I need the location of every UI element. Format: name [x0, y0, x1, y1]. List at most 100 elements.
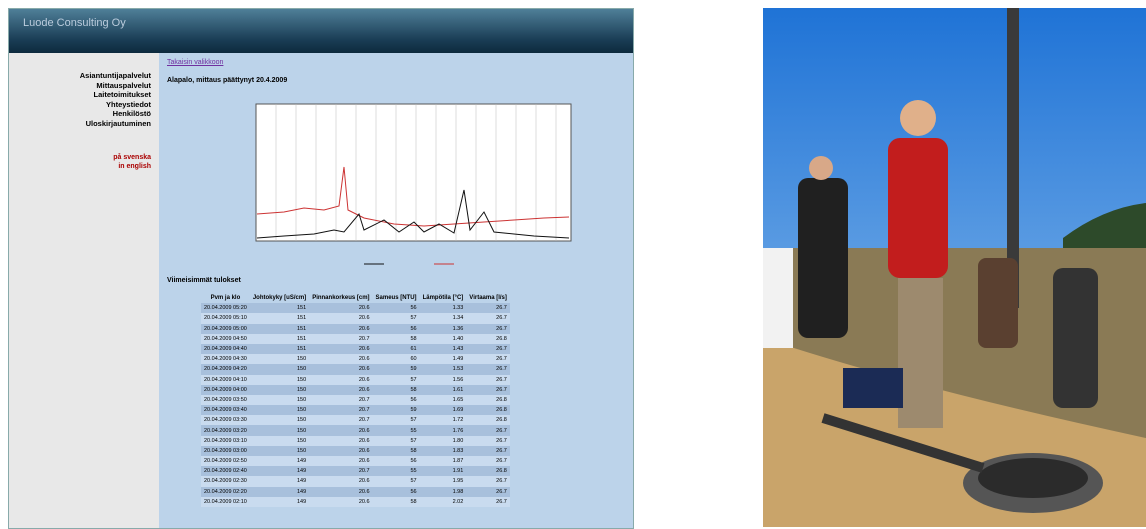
column-header: Virtaama [l/s]: [469, 295, 507, 302]
column-header: Johtokyky [uS/cm]: [252, 295, 307, 302]
table-row: 20.04.2009 02:30 149 20.6 57 1.95 26.7: [201, 476, 510, 487]
table-cell: 20.04.2009 04:50: [201, 333, 250, 344]
table-cell: 60: [372, 354, 420, 365]
table-cell: 55: [372, 466, 420, 477]
chart-frame: [255, 103, 572, 242]
nav-link[interactable]: Asiantuntijapalvelut: [79, 71, 151, 80]
table-cell: 150: [249, 445, 310, 456]
table-cell: 20.6: [309, 384, 373, 395]
table-cell: 1.91: [419, 466, 467, 477]
nav-link[interactable]: Laitetoimitukset: [93, 90, 151, 99]
table-cell: 26.7: [466, 313, 510, 324]
table-cell: 20.04.2009 03:50: [201, 394, 250, 406]
table-cell: 59: [372, 405, 420, 416]
nav-link[interactable]: Mittauspalvelut: [96, 80, 151, 90]
table-cell: 1.56: [419, 374, 467, 385]
table-cell: 20.04.2009 03:20: [201, 425, 250, 436]
back-link[interactable]: Takaisin valikkoon: [167, 59, 224, 66]
table-cell: 58: [372, 333, 420, 344]
table-title: Viimeisimmät tulokset: [167, 277, 241, 284]
table-row: 20.04.2009 05:10 151 20.6 57 1.34 26.7: [201, 313, 510, 324]
table-cell: 26.7: [466, 476, 510, 487]
table-cell: 26.7: [466, 445, 510, 456]
sidebar: Asiantuntijapalvelut Mittauspalvelut Laite…: [9, 53, 159, 528]
table-cell: 150: [249, 354, 310, 365]
nav-link[interactable]: Yhteystiedot: [105, 99, 151, 109]
table-cell: 20.6: [309, 323, 373, 334]
table-cell: 56: [372, 456, 420, 467]
table-cell: 150: [249, 415, 310, 426]
table-cell: 1.43: [419, 343, 467, 355]
table-cell: 20.6: [309, 496, 373, 507]
language-link[interactable]: på svenska: [113, 154, 151, 161]
table-cell: 20.7: [309, 405, 373, 416]
table-cell: 26.7: [466, 486, 510, 497]
table-row: 20.04.2009 04:40 151 20.6 61 1.43 26.7: [201, 343, 510, 355]
table-cell: 20.04.2009 04:00: [201, 384, 250, 395]
table-cell: 26.7: [466, 364, 510, 375]
table-cell: 149: [249, 476, 310, 487]
table-cell: 150: [249, 405, 310, 416]
table-cell: 20.04.2009 02:50: [201, 456, 250, 467]
table-cell: 1.34: [419, 313, 467, 324]
nav-link[interactable]: Henkilöstö: [112, 109, 151, 118]
table-row: 20.04.2009 03:10 150 20.6 57 1.80 26.7: [201, 435, 510, 446]
table-row: 20.04.2009 02:50 149 20.6 56 1.87 26.7: [201, 456, 510, 467]
table-cell: 20.7: [309, 394, 373, 406]
table-cell: 20.6: [309, 435, 373, 446]
table-cell: 20.04.2009 03:30: [201, 415, 250, 426]
table-row: 20.04.2009 03:30 150 20.7 57 1.72 26.8: [201, 415, 510, 426]
results-table: Pvm ja klo Johtokyky [uS/cm] Pinnankorkeus…: [201, 293, 510, 507]
heading: Alapalo, mittaus päättynyt 20.4.2009: [167, 77, 288, 84]
table-cell: 20.04.2009 04:20: [201, 364, 250, 375]
column-header: Pinnankorkeus [cm]: [312, 295, 370, 302]
column-header: Sameus [NTU]: [375, 295, 417, 302]
table-row: 20.04.2009 02:20 149 20.6 56 1.98 26.7: [201, 486, 510, 497]
table-cell: 20.7: [309, 466, 373, 477]
table-cell: 1.80: [419, 435, 467, 446]
table-cell: 26.7: [466, 384, 510, 395]
table-cell: 26.7: [466, 343, 510, 355]
table-cell: 58: [372, 384, 420, 395]
table-cell: 1.40: [419, 333, 467, 344]
table-cell: 149: [249, 496, 310, 507]
chart-grid: [275, 104, 557, 241]
table-cell: 20.7: [309, 333, 373, 344]
table-cell: 1.33: [419, 303, 467, 314]
website-screenshot: Luode Consulting Oy Asiantuntijapalvelut…: [8, 8, 634, 529]
table-cell: 58: [372, 496, 420, 507]
table-cell: 57: [372, 435, 420, 446]
table-cell: 150: [249, 364, 310, 375]
table-row: 20.04.2009 03:50 150 20.7 56 1.65 26.8: [201, 394, 510, 406]
table-cell: 1.83: [419, 445, 467, 456]
table-cell: 57: [372, 415, 420, 426]
table-row: 20.04.2009 05:20 151 20.6 56 1.33 26.7: [201, 303, 510, 314]
table-cell: 150: [249, 384, 310, 395]
table-cell: 151: [249, 303, 310, 314]
table-cell: 59: [372, 364, 420, 375]
table-cell: 20.04.2009 02:10: [201, 496, 250, 507]
nav-link[interactable]: Uloskirjautuminen: [85, 118, 151, 128]
table-cell: 20.04.2009 03:10: [201, 435, 250, 446]
table-row: 20.04.2009 04:50 151 20.7 58 1.40 26.8: [201, 333, 510, 344]
table-cell: 20.04.2009 05:10: [201, 313, 250, 324]
table-cell: 20.04.2009 04:10: [201, 374, 250, 385]
table-cell: 26.8: [466, 466, 510, 477]
table-cell: 1.65: [419, 394, 467, 406]
table-cell: 20.04.2009 05:20: [201, 303, 250, 314]
table-cell: 20.6: [309, 374, 373, 385]
table-cell: 2.02: [419, 496, 467, 507]
language-link[interactable]: in english: [118, 163, 151, 170]
table-cell: 20.6: [309, 486, 373, 497]
table-cell: 26.7: [466, 456, 510, 467]
table-cell: 1.95: [419, 476, 467, 487]
table-cell: 151: [249, 323, 310, 334]
table-cell: 151: [249, 313, 310, 324]
table-cell: 1.87: [419, 456, 467, 467]
table-cell: 20.04.2009 02:30: [201, 476, 250, 487]
table-cell: 57: [372, 374, 420, 385]
table-cell: 20.6: [309, 343, 373, 355]
table-cell: 150: [249, 394, 310, 406]
table-cell: 1.98: [419, 486, 467, 497]
